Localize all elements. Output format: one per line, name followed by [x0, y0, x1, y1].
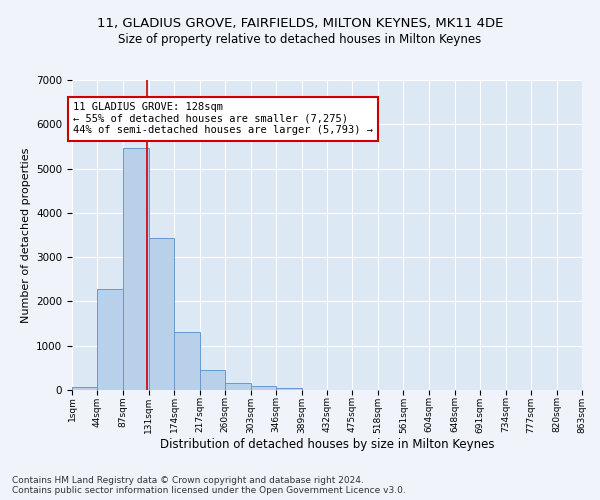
Bar [97, 290, 123, 390]
Bar [123, 148, 149, 390]
Bar [72, 386, 97, 390]
Bar [200, 370, 225, 390]
Text: 11 GLADIUS GROVE: 128sqm
← 55% of detached houses are smaller (7,275)
44% of sem: 11 GLADIUS GROVE: 128sqm ← 55% of detach… [73, 102, 373, 136]
Text: 11, GLADIUS GROVE, FAIRFIELDS, MILTON KEYNES, MK11 4DE: 11, GLADIUS GROVE, FAIRFIELDS, MILTON KE… [97, 18, 503, 30]
Bar [149, 238, 175, 390]
Bar [225, 383, 251, 390]
Text: Contains HM Land Registry data © Crown copyright and database right 2024.
Contai: Contains HM Land Registry data © Crown c… [12, 476, 406, 495]
Bar [251, 386, 276, 390]
Text: Size of property relative to detached houses in Milton Keynes: Size of property relative to detached ho… [118, 32, 482, 46]
Bar [175, 332, 200, 390]
Y-axis label: Number of detached properties: Number of detached properties [20, 148, 31, 322]
X-axis label: Distribution of detached houses by size in Milton Keynes: Distribution of detached houses by size … [160, 438, 494, 451]
Bar [276, 388, 302, 390]
